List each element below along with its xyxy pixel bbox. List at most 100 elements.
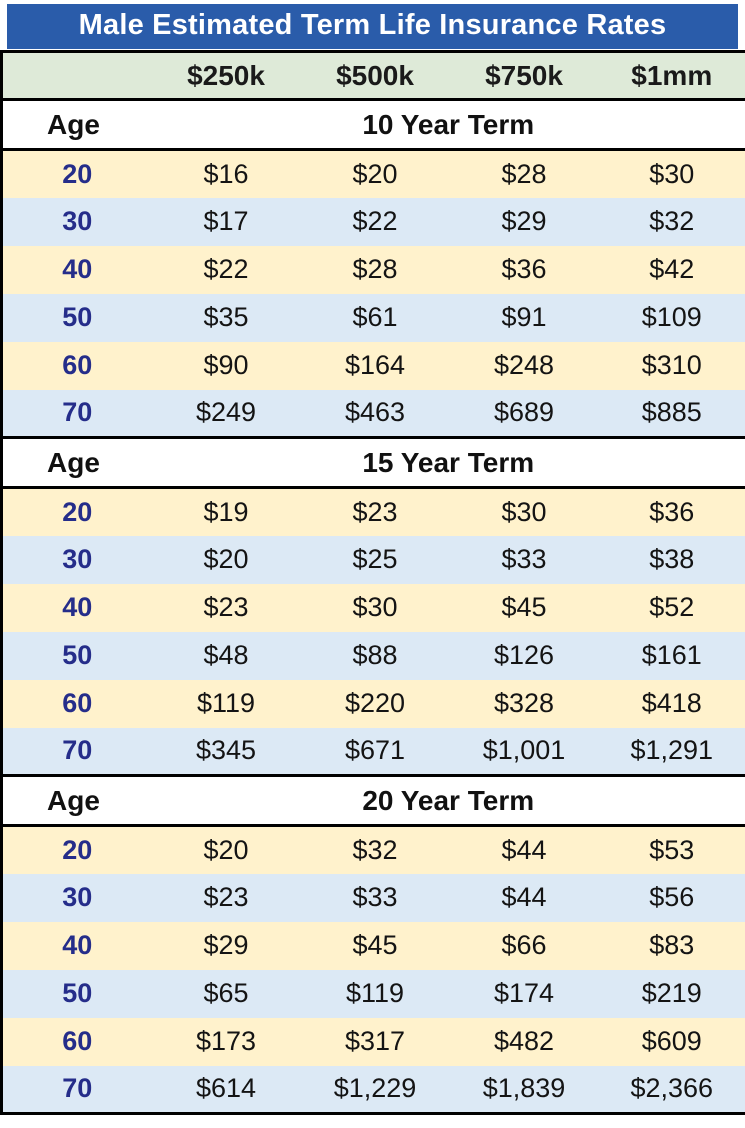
coverage-column-header: $750k bbox=[449, 51, 599, 101]
rate-cell: $1,291 bbox=[598, 727, 745, 776]
rate-cell: $463 bbox=[300, 389, 450, 438]
table-row: 20 $20 $32 $44 $53 bbox=[1, 825, 745, 874]
age-column-label: Age bbox=[1, 436, 152, 489]
rate-cell: $119 bbox=[300, 969, 450, 1018]
rate-cell: $32 bbox=[598, 197, 745, 246]
rate-cell: $38 bbox=[598, 535, 745, 584]
rate-cell: $220 bbox=[300, 679, 450, 728]
rate-cell: $56 bbox=[598, 873, 745, 922]
rate-cell: $317 bbox=[300, 1017, 450, 1066]
rate-cell: $30 bbox=[300, 583, 450, 632]
rate-cell: $22 bbox=[151, 245, 301, 294]
table-row: 70 $345 $671 $1,001 $1,291 bbox=[1, 727, 745, 776]
rate-cell: $109 bbox=[598, 293, 745, 342]
rate-cell: $91 bbox=[449, 293, 599, 342]
table-row: 40 $23 $30 $45 $52 bbox=[1, 583, 745, 632]
coverage-header-row: $250k $500k $750k $1mm bbox=[1, 51, 745, 101]
rate-cell: $173 bbox=[151, 1017, 301, 1066]
rate-cell: $45 bbox=[300, 921, 450, 970]
table-row: 70 $249 $463 $689 $885 bbox=[1, 389, 745, 438]
section-title: 15 Year Term bbox=[151, 436, 745, 489]
rate-cell: $248 bbox=[449, 341, 599, 390]
rate-cell: $1,229 bbox=[300, 1065, 450, 1114]
rate-cell: $29 bbox=[151, 921, 301, 970]
rate-cell: $126 bbox=[449, 631, 599, 680]
rate-cell: $1,839 bbox=[449, 1065, 599, 1114]
age-cell: 20 bbox=[1, 825, 152, 874]
age-cell: 60 bbox=[1, 1017, 152, 1066]
rate-cell: $885 bbox=[598, 389, 745, 438]
rate-cell: $20 bbox=[151, 825, 301, 874]
table-row: 40 $22 $28 $36 $42 bbox=[1, 245, 745, 294]
age-cell: 40 bbox=[1, 583, 152, 632]
rate-cell: $44 bbox=[449, 825, 599, 874]
age-cell: 50 bbox=[1, 293, 152, 342]
rate-cell: $53 bbox=[598, 825, 745, 874]
rate-cell: $66 bbox=[449, 921, 599, 970]
section-title: 20 Year Term bbox=[151, 774, 745, 827]
rate-cell: $19 bbox=[151, 487, 301, 536]
age-cell: 70 bbox=[1, 389, 152, 438]
rate-cell: $328 bbox=[449, 679, 599, 728]
rate-cell: $164 bbox=[300, 341, 450, 390]
age-cell: 60 bbox=[1, 341, 152, 390]
age-cell: 50 bbox=[1, 969, 152, 1018]
age-cell: 60 bbox=[1, 679, 152, 728]
table-row: 60 $173 $317 $482 $609 bbox=[1, 1017, 745, 1066]
rate-cell: $88 bbox=[300, 631, 450, 680]
section-header-10-year: Age 10 Year Term bbox=[1, 98, 745, 151]
age-cell: 40 bbox=[1, 245, 152, 294]
rate-cell: $671 bbox=[300, 727, 450, 776]
table-row: 60 $90 $164 $248 $310 bbox=[1, 341, 745, 390]
table-row: 30 $23 $33 $44 $56 bbox=[1, 873, 745, 922]
rate-cell: $689 bbox=[449, 389, 599, 438]
rate-cell: $310 bbox=[598, 341, 745, 390]
rate-cell: $52 bbox=[598, 583, 745, 632]
rate-cell: $1,001 bbox=[449, 727, 599, 776]
rate-cell: $609 bbox=[598, 1017, 745, 1066]
table-row: 30 $17 $22 $29 $32 bbox=[1, 197, 745, 246]
rate-cell: $36 bbox=[598, 487, 745, 536]
rate-cell: $614 bbox=[151, 1065, 301, 1114]
rate-cell: $23 bbox=[151, 873, 301, 922]
rate-cell: $36 bbox=[449, 245, 599, 294]
rate-cell: $29 bbox=[449, 197, 599, 246]
rate-cell: $35 bbox=[151, 293, 301, 342]
coverage-column-header: $500k bbox=[300, 51, 450, 101]
rate-cell: $23 bbox=[151, 583, 301, 632]
rate-cell: $22 bbox=[300, 197, 450, 246]
rate-cell: $28 bbox=[300, 245, 450, 294]
rate-cell: $83 bbox=[598, 921, 745, 970]
coverage-column-header: $1mm bbox=[598, 51, 745, 101]
table-row: 40 $29 $45 $66 $83 bbox=[1, 921, 745, 970]
rate-cell: $345 bbox=[151, 727, 301, 776]
rate-cell: $482 bbox=[449, 1017, 599, 1066]
rate-cell: $16 bbox=[151, 149, 301, 198]
rate-cell: $119 bbox=[151, 679, 301, 728]
rate-cell: $45 bbox=[449, 583, 599, 632]
coverage-column-header: $250k bbox=[151, 51, 301, 101]
age-cell: 30 bbox=[1, 535, 152, 584]
age-cell: 70 bbox=[1, 1065, 152, 1114]
rate-cell: $65 bbox=[151, 969, 301, 1018]
rate-cell: $48 bbox=[151, 631, 301, 680]
coverage-header-empty bbox=[1, 51, 152, 101]
table-row: 30 $20 $25 $33 $38 bbox=[1, 535, 745, 584]
table-row: 60 $119 $220 $328 $418 bbox=[1, 679, 745, 728]
rate-cell: $23 bbox=[300, 487, 450, 536]
age-cell: 40 bbox=[1, 921, 152, 970]
rate-cell: $90 bbox=[151, 341, 301, 390]
age-cell: 50 bbox=[1, 631, 152, 680]
age-cell: 70 bbox=[1, 727, 152, 776]
section-header-15-year: Age 15 Year Term bbox=[1, 436, 745, 489]
rate-cell: $32 bbox=[300, 825, 450, 874]
rate-cell: $33 bbox=[300, 873, 450, 922]
rate-cell: $418 bbox=[598, 679, 745, 728]
rate-cell: $44 bbox=[449, 873, 599, 922]
age-column-label: Age bbox=[1, 774, 152, 827]
age-cell: 30 bbox=[1, 873, 152, 922]
table-row: 20 $19 $23 $30 $36 bbox=[1, 487, 745, 536]
rate-cell: $42 bbox=[598, 245, 745, 294]
rate-cell: $20 bbox=[300, 149, 450, 198]
